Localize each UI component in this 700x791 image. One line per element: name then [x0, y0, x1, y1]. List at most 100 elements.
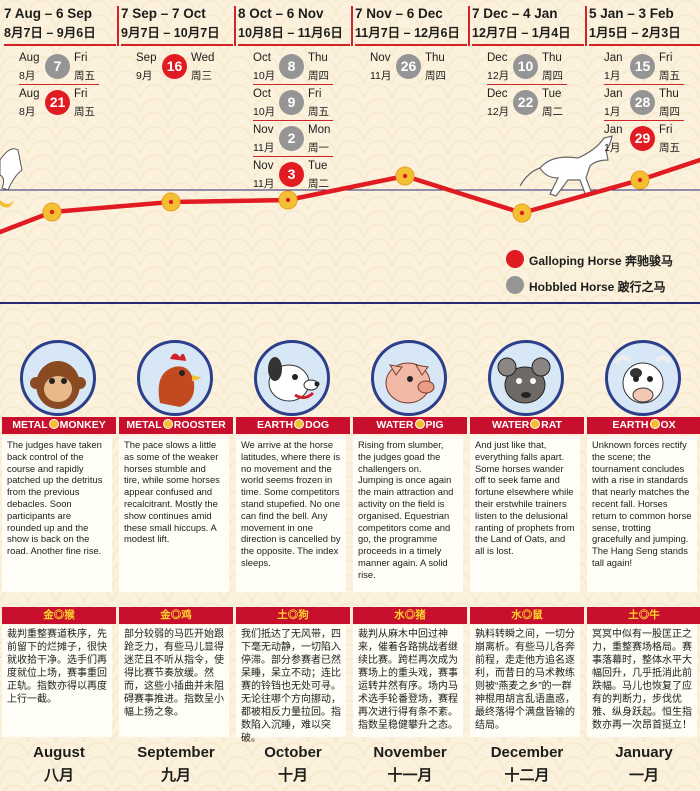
column-divider [351, 6, 353, 46]
trend-node [395, 166, 415, 186]
month-label-en: January [615, 744, 673, 761]
trend-line [0, 157, 700, 235]
period-range-zh: 11月7日 – 12月6日 [355, 26, 460, 40]
zodiac-banner: METAL MONKEY [2, 417, 116, 434]
month-label-zh: 八月 [43, 767, 74, 784]
forecast-text-zh: 裁判重整赛道秩序，先前留下的烂摊子，很快就收拾干净。选手们再度就位上场，赛事重回… [2, 625, 112, 737]
trend-node [630, 170, 650, 190]
coin-icon [414, 419, 425, 429]
period-column-september: 7 Sep – 7 Oct 9月7日 – 10月7日 Sep 9月 16 Wed… [117, 0, 235, 791]
month-label-en: November [373, 744, 447, 761]
forecast-text-en: The judges have taken back control of th… [2, 436, 112, 592]
period-header: 5 Jan – 3 Feb 1月5日 – 2月3日 [589, 6, 700, 41]
period-column-august: 7 Aug – 6 Sep 8月7日 – 9月6日 Aug 8月 7 Fri 周… [0, 0, 118, 791]
date-month: Aug [19, 88, 40, 100]
date-month: Nov [253, 124, 274, 136]
period-range-zh: 9月7日 – 10月7日 [121, 26, 220, 40]
trend-node [42, 202, 62, 222]
forecast-text-en: We arrive at the horse latitudes, where … [236, 436, 346, 592]
zodiac-banner: WATER PIG [353, 417, 467, 434]
galloping-day-badge: 29 [630, 126, 655, 151]
period-range-en: 7 Dec – 4 Jan [472, 6, 558, 21]
period-range-en: 8 Oct – 6 Nov [238, 6, 324, 21]
galloping-dot-icon [506, 250, 524, 268]
forecast-text-zh: 部分较弱的马匹开始跟跄乏力，有些马儿显得迷茫且不听从指令，使得比赛节奏放缓。然而… [119, 625, 229, 737]
date-entry: Nov 11月 26 Thu 周四 [370, 52, 450, 82]
coin-icon [530, 419, 541, 429]
forecast-text-zh: 裁判从麻木中回过神来，催着各路挑战者继续比赛。跨栏再次成为赛场上的重头戏，赛事运… [353, 625, 463, 737]
date-weekday-zh: 周五 [74, 106, 95, 118]
zodiac-banner: WATER RAT [470, 417, 584, 434]
date-entry: Sep 9月 16 Wed 周三 [136, 52, 216, 82]
pig-icon [371, 340, 447, 416]
animal-label: DOG [305, 419, 330, 431]
date-weekday-zh: 周四 [542, 70, 563, 82]
zodiac-banner-zh: 土◎牛 [587, 607, 700, 624]
hobbled-day-badge: 26 [396, 54, 421, 79]
horse-right-icon [519, 135, 613, 197]
forecast-text-en: Unknown forces rectify the scene; the to… [587, 436, 697, 592]
period-header: 8 Oct – 6 Nov 10月8日 – 11月6日 [238, 6, 350, 41]
date-entry: Jan 1月 15 Fri 周五 [604, 52, 684, 82]
forecast-text-en: And just like that, everything falls apa… [470, 436, 580, 592]
date-entry: Aug 8月 21 Fri 周五 [19, 88, 99, 118]
date-weekday-zh: 周五 [308, 106, 329, 118]
trend-node [278, 190, 298, 210]
zodiac-banner-zh: 土◎狗 [236, 607, 350, 624]
period-header: 7 Sep – 7 Oct 9月7日 – 10月7日 [121, 6, 233, 41]
date-weekday-zh: 周四 [308, 70, 329, 82]
period-header: 7 Aug – 6 Sep 8月7日 – 9月6日 [4, 6, 116, 41]
date-weekday-zh: 周四 [425, 70, 446, 82]
date-weekday: Thu [659, 88, 679, 100]
date-month-zh: 11月 [370, 70, 392, 82]
animal-label: ROOSTER [173, 419, 226, 431]
trend-nodes [42, 166, 650, 223]
hobbled-dot-icon [506, 276, 524, 294]
month-label-en: September [137, 744, 215, 761]
date-weekday-zh: 周五 [659, 142, 680, 154]
date-month: Oct [253, 52, 271, 64]
ox-icon [605, 340, 681, 416]
date-weekday: Tue [308, 160, 328, 172]
month-label-en: August [33, 744, 85, 761]
date-entry: Jan 1月 29 Fri 周五 [604, 124, 684, 154]
hobbled-day-badge: 15 [630, 54, 655, 79]
month-label-en: October [264, 744, 322, 761]
date-month: Aug [19, 52, 40, 64]
date-divider [19, 84, 99, 85]
date-weekday-zh: 周三 [191, 70, 212, 82]
date-month-zh: 10月 [253, 70, 276, 82]
date-month-zh: 1月 [604, 142, 621, 154]
period-range-zh: 12月7日 – 1月4日 [472, 26, 571, 40]
date-divider [604, 120, 684, 121]
hobbled-day-badge: 8 [279, 54, 304, 79]
animal-label: PIG [425, 419, 444, 431]
element-label: METAL [126, 419, 162, 431]
zodiac-banner-zh: 金◎鸡 [119, 607, 233, 624]
column-divider [468, 6, 470, 46]
header-underline [355, 44, 467, 46]
period-header: 7 Nov – 6 Dec 11月7日 – 12月6日 [355, 6, 467, 41]
date-weekday-zh: 周一 [308, 142, 329, 154]
animal-label: MONKEY [59, 419, 106, 431]
element-label: WATER [376, 419, 414, 431]
hobbled-day-badge: 2 [279, 126, 304, 151]
date-month-zh: 8月 [19, 70, 36, 82]
date-month-zh: 1月 [604, 70, 621, 82]
date-weekday: Fri [659, 52, 673, 64]
date-weekday: Thu [308, 52, 328, 64]
section-separator [0, 302, 700, 304]
date-weekday-zh: 周二 [542, 106, 563, 118]
galloping-day-badge: 21 [45, 90, 70, 115]
date-month: Dec [487, 88, 508, 100]
date-month-zh: 11月 [253, 142, 275, 154]
period-range-zh: 10月8日 – 11月6日 [238, 26, 343, 40]
month-label-zh: 十二月 [504, 767, 550, 784]
zodiac-banner: EARTH OX [587, 417, 700, 434]
date-weekday: Thu [425, 52, 445, 64]
date-month: Sep [136, 52, 157, 64]
hobbled-day-badge: 7 [45, 54, 70, 79]
date-month: Jan [604, 88, 623, 100]
date-month: Jan [604, 124, 623, 136]
date-entry: Jan 1月 28 Thu 周四 [604, 88, 684, 118]
